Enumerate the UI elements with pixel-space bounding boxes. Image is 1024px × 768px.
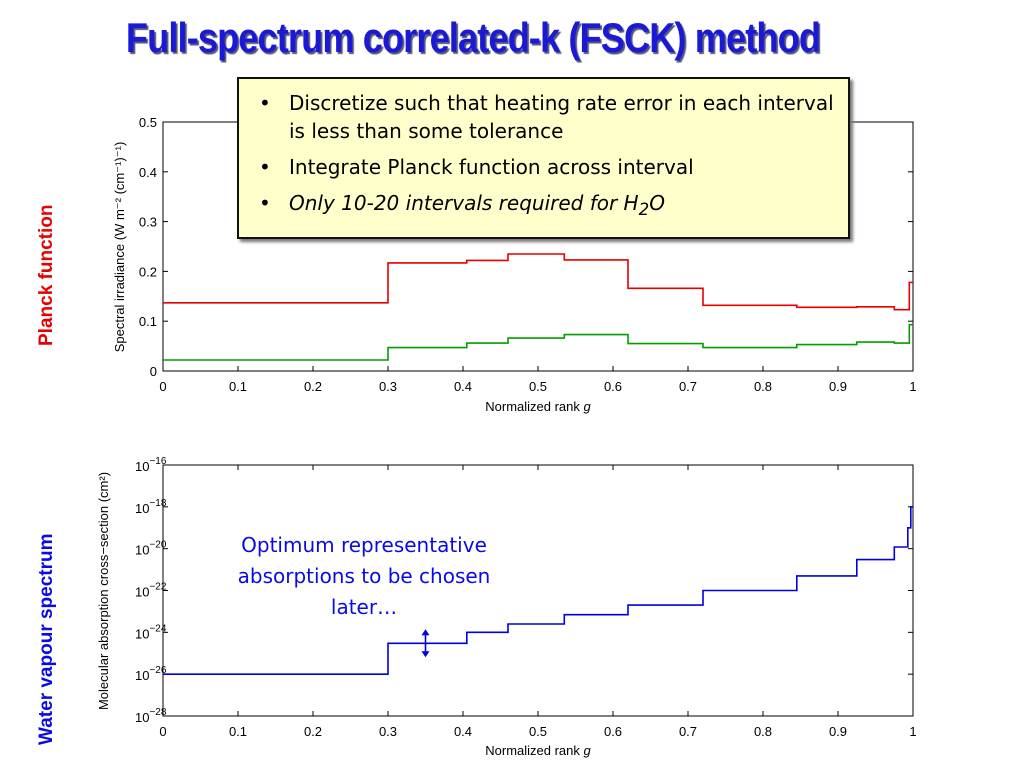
y-tick-label: 10−26 [135,665,167,683]
planck-series [163,253,913,361]
y-tick-label: 0 [150,364,157,379]
x-tick-label: 0.3 [379,724,397,739]
x-tick-label: 0.4 [454,379,472,394]
x-tick-label: 0.6 [604,724,622,739]
y-tick-label: 0.2 [139,264,157,279]
x-tick-label: 0 [159,379,166,394]
y-tick-label: 10−16 [135,456,167,474]
x-tick-label: 0.9 [829,379,847,394]
note-bullet-subscript: 2 [638,200,650,219]
y-tick-label: 0.1 [139,314,157,329]
x-tick-label: 0.8 [754,724,772,739]
arrow-head-up [421,629,430,636]
x-tick-label: 0 [159,724,166,739]
note-bullet-tail: O [649,191,665,215]
x-tick-label: 0.2 [304,724,322,739]
double-arrow-annotation [421,629,430,658]
planck-chart: 0 0.1 0.2 0.3 0.4 0.5 0.6 0.7 0.8 0.9 1 0 0.1 0.2 0.3… [112,115,917,414]
y-tick-label: 10−20 [135,540,167,558]
x-tick-label: 0.8 [754,379,772,394]
x-tick-label: 0.6 [604,379,622,394]
note-bullet-text: Only 10-20 intervals required for H [289,191,639,215]
absorption-series [163,506,913,675]
x-tick-label: 0.7 [679,724,697,739]
x-tick-label: 0.4 [454,724,472,739]
planck-x-axis-label: Normalized rank g [485,399,591,414]
planck-y-axis-label: Spectral irradiance (W m⁻² (cm⁻¹)⁻¹) [112,142,127,353]
note-box: Discretize such that heating rate error … [237,77,850,239]
x-tick-label: 0.1 [229,724,247,739]
y-tick-label: 0.3 [139,215,157,230]
note-bullet: Integrate Planck function across interva… [251,153,838,181]
y-tick-label: 0.5 [139,115,157,130]
absorption-x-axis-label: Normalized rank g [485,743,591,758]
blue-series-line [163,506,913,675]
absorption-chart: 0 0.1 0.2 0.3 0.4 0.5 0.6 0.7 0.8 0.9 1 10−16 10−18… [96,456,917,758]
y-tick-label: 10−22 [135,582,167,600]
arrow-head-down [421,651,430,658]
callout-text: Optimum representative absorptions to be… [237,533,491,619]
x-tick-label: 0.2 [304,379,322,394]
absorption-y-axis-label: Molecular absorption cross−section (cm²) [96,472,111,710]
x-tick-label: 0.3 [379,379,397,394]
x-tick-label: 1 [909,379,916,394]
note-bullet-list: Discretize such that heating rate error … [251,89,838,224]
y-tick-label: 10−28 [135,707,167,725]
slide-title: Full-spectrum correlated-k (FSCK) method [125,14,821,61]
y-tick-label: 0.4 [139,165,157,180]
absorption-x-axis: 0 0.1 0.2 0.3 0.4 0.5 0.6 0.7 0.8 0.9 1 [159,465,917,739]
absorption-y-axis: 10−16 10−18 10−20 10−22 10−24 10−26 10−28 [135,456,913,725]
note-bullet: Discretize such that heating rate error … [251,89,838,145]
green-series-line [163,323,913,361]
x-tick-label: 0.1 [229,379,247,394]
x-tick-label: 0.5 [529,379,547,394]
y-tick-label: 10−18 [135,498,167,516]
note-bullet: Only 10-20 intervals required for H2O [251,189,838,224]
planck-y-axis: 0 0.1 0.2 0.3 0.4 0.5 [139,115,913,379]
y-tick-label: 10−24 [135,623,167,641]
x-tick-label: 0.7 [679,379,697,394]
red-series-line [163,253,913,311]
x-tick-label: 0.5 [529,724,547,739]
x-tick-label: 0.9 [829,724,847,739]
x-tick-label: 1 [909,724,916,739]
